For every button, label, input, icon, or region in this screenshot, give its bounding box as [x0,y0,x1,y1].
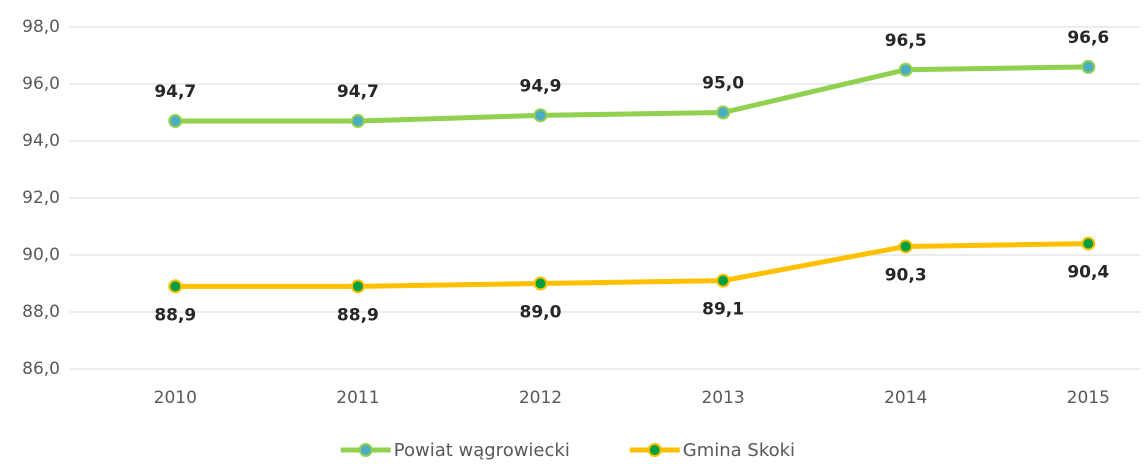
data-label: 88,9 [337,305,379,325]
marker [1081,59,1096,74]
y-tick-label: 94,0 [22,131,60,151]
data-label: 96,6 [1067,28,1109,48]
data-label: 95,0 [702,74,744,94]
marker [168,114,183,129]
series-line [175,64,1089,124]
data-label: 90,3 [885,265,927,285]
series-line [175,241,1089,289]
legend-label: Gmina Skoki [683,440,795,461]
legend-label: Powiat wągrowiecki [394,440,570,461]
marker [168,279,183,294]
y-tick-label: 92,0 [22,188,60,208]
y-tick-label: 96,0 [22,74,60,94]
marker [533,276,548,291]
marker [898,239,913,254]
data-label: 90,4 [1067,263,1109,283]
data-label: 94,9 [520,76,562,96]
legend-marker [358,443,373,457]
marker [533,108,548,123]
marker [350,279,365,294]
marker [350,114,365,129]
x-tick-label: 2014 [884,388,927,408]
data-label: 94,7 [154,82,196,102]
data-label: 96,5 [885,31,927,51]
y-tick-label: 98,0 [22,17,60,37]
marker [1081,236,1096,251]
x-tick-label: 2010 [154,388,197,408]
y-tick-label: 86,0 [22,359,60,379]
marker [716,273,731,288]
data-label: 89,1 [702,300,744,320]
marker [898,62,913,77]
y-tick-label: 90,0 [22,245,60,265]
x-tick-label: 2011 [336,388,379,408]
marker [716,105,731,120]
y-tick-label: 88,0 [22,302,60,322]
data-label: 88,9 [154,305,196,325]
x-tick-label: 2013 [701,388,744,408]
legend-marker [647,443,662,457]
data-label: 89,0 [520,303,562,323]
x-tick-label: 2012 [519,388,562,408]
x-tick-label: 2015 [1067,388,1110,408]
data-label: 94,7 [337,82,379,102]
